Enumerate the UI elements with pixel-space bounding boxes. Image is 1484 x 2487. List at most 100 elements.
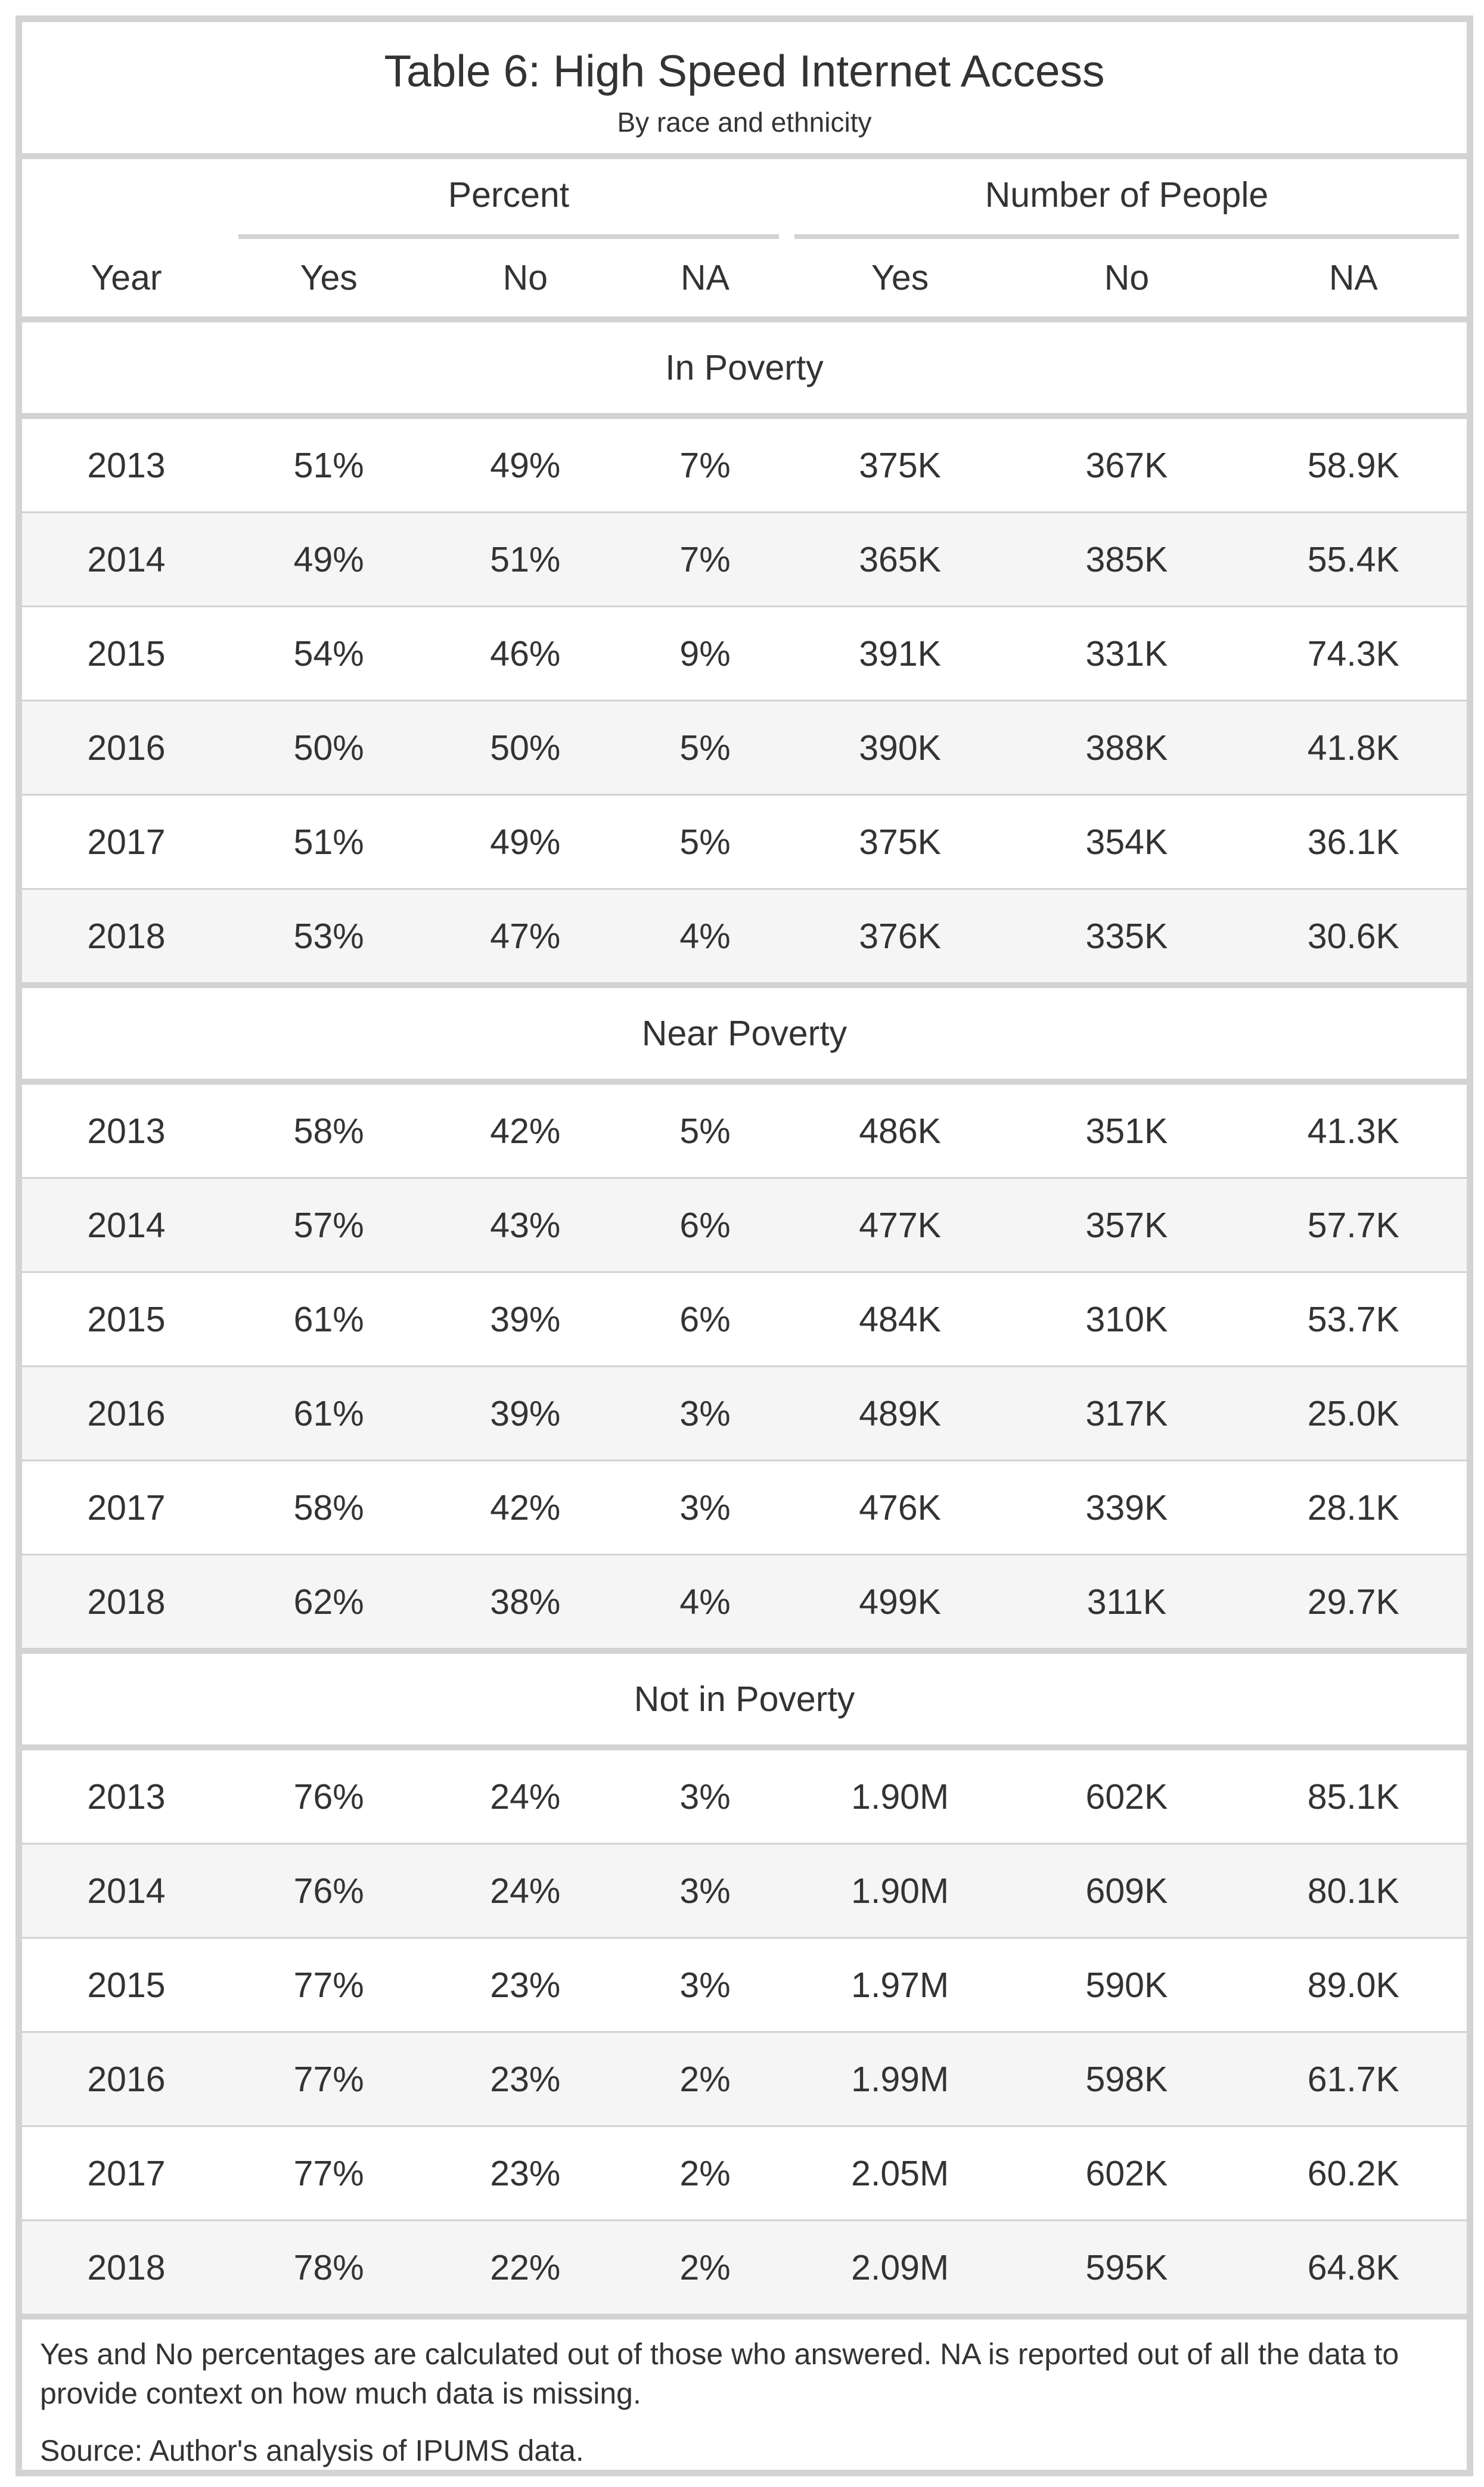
cell-num-na: 58.9K — [1240, 416, 1467, 513]
cell-num-no: 331K — [1013, 606, 1240, 701]
cell-num-no: 317K — [1013, 1366, 1240, 1461]
cell-pct-na: 4% — [623, 1554, 787, 1654]
cell-pct-yes: 50% — [230, 700, 427, 796]
cell-num-na: 60.2K — [1240, 2126, 1467, 2221]
cell-num-yes: 391K — [786, 606, 1014, 701]
cell-year: 2016 — [22, 2032, 231, 2127]
table-row: 2018 78% 22% 2% 2.09M 595K 64.8K — [22, 2220, 1467, 2320]
cell-pct-na: 2% — [623, 2126, 787, 2221]
col-header-num-na: NA — [1240, 239, 1467, 322]
group-label: Near Poverty — [22, 985, 1467, 1085]
cell-num-na: 80.1K — [1240, 1843, 1467, 1939]
cell-num-yes: 390K — [786, 700, 1014, 796]
cell-num-no: 367K — [1013, 416, 1240, 513]
cell-num-no: 339K — [1013, 1460, 1240, 1555]
cell-num-no: 388K — [1013, 700, 1240, 796]
cell-year: 2015 — [22, 1272, 231, 1367]
cell-year: 2017 — [22, 794, 231, 890]
cell-pct-na: 3% — [623, 1747, 787, 1845]
cell-num-no: 354K — [1013, 794, 1240, 890]
cell-pct-yes: 57% — [230, 1178, 427, 1273]
cell-year: 2016 — [22, 700, 231, 796]
table-row: 2014 76% 24% 3% 1.90M 609K 80.1K — [22, 1843, 1467, 1939]
cell-pct-no: 43% — [427, 1178, 624, 1273]
cell-year: 2018 — [22, 2220, 231, 2320]
cell-num-no: 595K — [1013, 2220, 1240, 2320]
cell-pct-na: 3% — [623, 1938, 787, 2033]
cell-year: 2014 — [22, 1843, 231, 1939]
cell-pct-yes: 53% — [230, 889, 427, 988]
cell-num-yes: 477K — [786, 1178, 1014, 1273]
cell-pct-yes: 61% — [230, 1366, 427, 1461]
cell-pct-yes: 49% — [230, 512, 427, 607]
cell-num-na: 64.8K — [1240, 2220, 1467, 2320]
cell-num-no: 311K — [1013, 1554, 1240, 1654]
cell-num-na: 30.6K — [1240, 889, 1467, 988]
cell-pct-no: 24% — [427, 1843, 624, 1939]
cell-pct-na: 9% — [623, 606, 787, 701]
group-label: In Poverty — [22, 319, 1467, 419]
cell-pct-yes: 77% — [230, 2032, 427, 2127]
cell-num-na: 74.3K — [1240, 606, 1467, 701]
cell-pct-no: 47% — [427, 889, 624, 988]
cell-pct-no: 24% — [427, 1747, 624, 1845]
cell-num-yes: 499K — [786, 1554, 1014, 1654]
cell-year: 2013 — [22, 416, 231, 513]
cell-pct-no: 39% — [427, 1272, 624, 1367]
cell-num-na: 55.4K — [1240, 512, 1467, 607]
cell-pct-yes: 62% — [230, 1554, 427, 1654]
cell-pct-yes: 77% — [230, 2126, 427, 2221]
table-row: 2017 51% 49% 5% 375K 354K 36.1K — [22, 794, 1467, 890]
cell-num-yes: 375K — [786, 416, 1014, 513]
cell-pct-yes: 58% — [230, 1460, 427, 1555]
cell-num-yes: 375K — [786, 794, 1014, 890]
cell-pct-na: 5% — [623, 700, 787, 796]
cell-num-na: 36.1K — [1240, 794, 1467, 890]
table-row: 2016 77% 23% 2% 1.99M 598K 61.7K — [22, 2032, 1467, 2127]
table-header: Table 6: High Speed Internet Access By r… — [22, 22, 1467, 159]
column-header-row: Year Yes No NA Yes No NA — [22, 239, 1467, 322]
footnote: Yes and No percentages are calculated ou… — [40, 2337, 1399, 2410]
cell-num-no: 310K — [1013, 1272, 1240, 1367]
cell-year: 2013 — [22, 1082, 231, 1179]
group-row: Near Poverty — [22, 985, 1467, 1085]
cell-pct-no: 23% — [427, 2126, 624, 2221]
cell-num-na: 61.7K — [1240, 2032, 1467, 2127]
table-notes: Yes and No percentages are calculated ou… — [22, 2320, 1467, 2470]
source-note: Source: Author's analysis of IPUMS data. — [40, 2434, 584, 2467]
table-row: 2016 50% 50% 5% 390K 388K 41.8K — [22, 700, 1467, 796]
table-subtitle: By race and ethnicity — [617, 107, 872, 138]
cell-num-no: 335K — [1013, 889, 1240, 988]
cell-num-no: 351K — [1013, 1082, 1240, 1179]
cell-year: 2016 — [22, 1366, 231, 1461]
cell-pct-na: 6% — [623, 1178, 787, 1273]
col-header-num-yes: Yes — [786, 239, 1014, 322]
table-row: 2015 61% 39% 6% 484K 310K 53.7K — [22, 1272, 1467, 1367]
spanner-percent: Percent — [231, 159, 787, 239]
cell-num-no: 598K — [1013, 2032, 1240, 2127]
table-row: 2018 53% 47% 4% 376K 335K 30.6K — [22, 889, 1467, 988]
cell-num-yes: 376K — [786, 889, 1014, 988]
cell-year: 2015 — [22, 1938, 231, 2033]
cell-pct-no: 23% — [427, 1938, 624, 2033]
cell-num-na: 28.1K — [1240, 1460, 1467, 1555]
cell-pct-no: 42% — [427, 1460, 624, 1555]
spanner-percent-label: Percent — [238, 159, 779, 239]
table-row: 2013 51% 49% 7% 375K 367K 58.9K — [22, 416, 1467, 513]
cell-pct-yes: 54% — [230, 606, 427, 701]
cell-num-yes: 1.97M — [786, 1938, 1014, 2033]
data-table: Percent Number of People Year Yes No NA … — [22, 159, 1467, 2320]
cell-num-yes: 1.90M — [786, 1747, 1014, 1845]
table-frame: Table 6: High Speed Internet Access By r… — [15, 15, 1473, 2476]
cell-num-na: 25.0K — [1240, 1366, 1467, 1461]
group-label: Not in Poverty — [22, 1651, 1467, 1750]
cell-num-na: 29.7K — [1240, 1554, 1467, 1654]
cell-pct-yes: 61% — [230, 1272, 427, 1367]
cell-num-no: 602K — [1013, 2126, 1240, 2221]
spanner-number: Number of People — [787, 159, 1467, 239]
cell-num-na: 41.8K — [1240, 700, 1467, 796]
table-row: 2016 61% 39% 3% 489K 317K 25.0K — [22, 1366, 1467, 1461]
cell-year: 2014 — [22, 1178, 231, 1273]
cell-pct-na: 2% — [623, 2032, 787, 2127]
cell-pct-yes: 78% — [230, 2220, 427, 2320]
